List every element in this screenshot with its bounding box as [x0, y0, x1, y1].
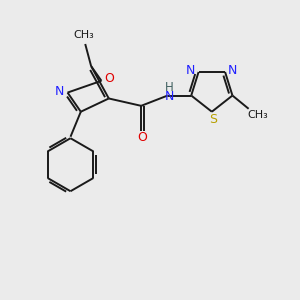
Text: CH₃: CH₃ — [247, 110, 268, 120]
Text: N: N — [186, 64, 196, 77]
Text: CH₃: CH₃ — [74, 30, 94, 40]
Text: H: H — [165, 81, 173, 94]
Text: O: O — [104, 72, 114, 85]
Text: S: S — [209, 113, 217, 126]
Text: O: O — [138, 131, 148, 144]
Text: N: N — [228, 64, 237, 77]
Text: N: N — [164, 90, 174, 103]
Text: N: N — [55, 85, 64, 98]
